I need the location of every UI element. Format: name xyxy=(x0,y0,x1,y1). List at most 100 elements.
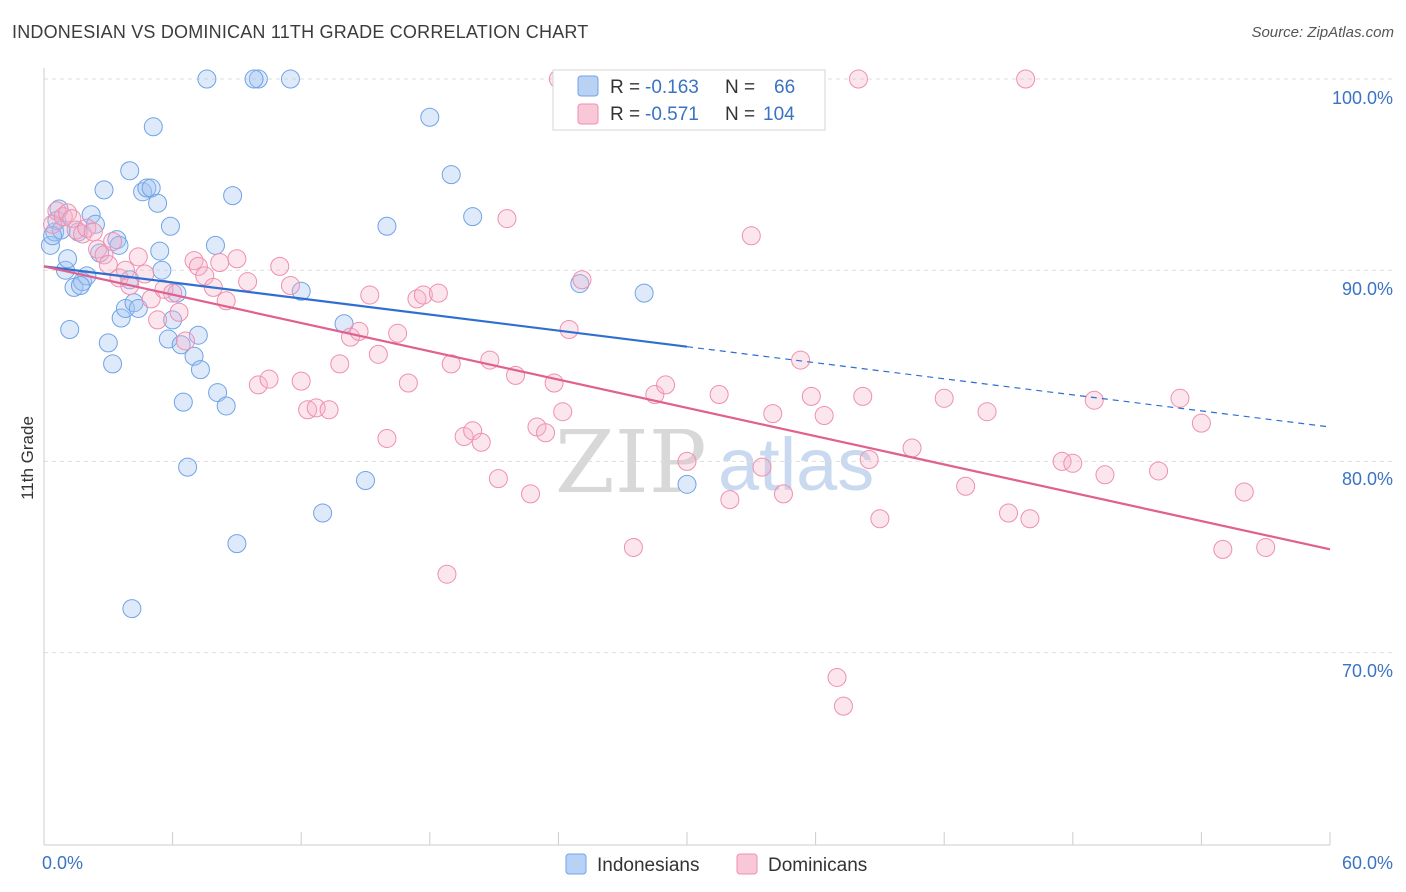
y-tick-label-80: 80.0% xyxy=(1342,469,1393,489)
indonesian-point-35 xyxy=(163,310,183,330)
dominican-point-34 xyxy=(270,256,290,276)
trend-line-indonesians xyxy=(43,265,688,348)
dominican-point-77 xyxy=(773,484,793,504)
dominican-point-50 xyxy=(428,283,448,303)
dominican-point-30 xyxy=(227,249,247,269)
indonesian-point-49 xyxy=(248,69,268,89)
dominican-point-86 xyxy=(902,438,922,458)
dominican-point-40 xyxy=(330,354,350,374)
indonesian-point-58 xyxy=(463,207,483,227)
dominican-point-97 xyxy=(1170,388,1190,408)
dominican-point-105 xyxy=(1016,69,1036,89)
watermark-zip: ZIP xyxy=(555,413,707,513)
indonesian-point-34 xyxy=(160,216,180,236)
y-tick-label-100: 100.0% xyxy=(1332,88,1393,108)
dominican-point-76 xyxy=(763,404,783,424)
trend-lines xyxy=(43,265,1331,551)
indonesian-point-56 xyxy=(420,107,440,127)
indonesian-point-64 xyxy=(70,275,90,295)
dominican-point-82 xyxy=(833,696,853,716)
bottom-legend-label-indonesians: Indonesians xyxy=(597,855,699,876)
indonesian-point-16 xyxy=(98,333,118,353)
dominican-point-89 xyxy=(977,402,997,422)
dominican-point-25 xyxy=(188,256,208,276)
dominican-point-46 xyxy=(388,323,408,343)
dominican-point-36 xyxy=(291,371,311,391)
indonesian-point-48 xyxy=(227,534,247,554)
dominican-point-55 xyxy=(471,432,491,452)
legend-r-value-2: -0.571 xyxy=(645,104,699,125)
dominican-point-64 xyxy=(553,402,573,422)
indonesian-point-44 xyxy=(205,235,225,255)
dominican-point-90 xyxy=(999,503,1018,523)
dominican-point-35 xyxy=(280,275,300,295)
dominican-point-71 xyxy=(677,451,697,471)
indonesian-point-62 xyxy=(122,599,142,619)
dominican-point-99 xyxy=(1213,539,1233,559)
indonesian-point-15 xyxy=(94,180,114,200)
series-indonesians xyxy=(40,69,697,619)
indonesian-point-45 xyxy=(208,383,228,403)
legend-r-label-2: R = xyxy=(610,104,640,125)
indonesian-point-42 xyxy=(190,360,210,380)
dominican-point-58 xyxy=(497,209,517,229)
indonesian-point-20 xyxy=(111,308,131,328)
legend-n-label-2: N = xyxy=(725,104,755,125)
dominican-point-31 xyxy=(238,272,258,292)
indonesian-point-30 xyxy=(148,193,168,213)
indonesian-point-55 xyxy=(377,216,397,236)
legend-n-label-1: N = xyxy=(725,77,755,98)
dominican-point-8 xyxy=(83,222,103,242)
dominican-point-60 xyxy=(521,484,541,504)
series-dominicans xyxy=(43,69,1276,716)
indonesian-point-60 xyxy=(634,283,654,303)
indonesian-point-63 xyxy=(43,226,63,246)
indonesian-point-7 xyxy=(60,319,80,339)
dominican-point-32 xyxy=(248,375,268,395)
indonesian-point-52 xyxy=(313,503,333,523)
dominican-point-51 xyxy=(437,564,457,584)
indonesian-point-46 xyxy=(216,396,236,416)
legend-r-value-1: -0.163 xyxy=(645,77,699,98)
dominican-point-85 xyxy=(870,509,890,529)
dominican-point-57 xyxy=(488,469,508,489)
indonesian-point-23 xyxy=(120,161,140,181)
legend-r-label-1: R = xyxy=(610,77,640,98)
series-legend: Indonesians Dominicans xyxy=(565,853,867,876)
trend-line-indonesians-extension xyxy=(686,346,1331,428)
bottom-legend-swatch-indonesians xyxy=(565,853,587,875)
indonesian-point-51 xyxy=(291,281,311,301)
watermark-atlas: atlas xyxy=(718,423,874,506)
indonesian-point-57 xyxy=(441,165,461,185)
dominican-point-12 xyxy=(103,232,123,252)
dominican-point-96 xyxy=(1149,461,1169,481)
legend-n-value-1: 66 xyxy=(774,77,795,98)
dominican-point-16 xyxy=(128,247,148,267)
dominican-point-81 xyxy=(827,667,847,687)
chart-title: INDONESIAN VS DOMINICAN 11TH GRADE CORRE… xyxy=(12,22,589,42)
dominican-point-4 xyxy=(62,209,82,229)
indonesian-point-31 xyxy=(150,241,170,261)
dominican-point-39 xyxy=(319,400,339,420)
dominican-point-65 xyxy=(559,319,579,339)
dominican-point-72 xyxy=(709,384,729,404)
indonesian-point-17 xyxy=(103,354,123,374)
dominican-point-22 xyxy=(169,302,189,322)
dominican-point-33 xyxy=(259,369,279,389)
dominican-point-91 xyxy=(1020,509,1040,529)
x-tick-label-right: 60.0% xyxy=(1342,853,1393,873)
trend-line-dominicans xyxy=(43,265,1331,551)
dominican-point-94 xyxy=(1084,390,1104,410)
dominican-point-47 xyxy=(398,373,418,393)
dominican-point-43 xyxy=(360,285,380,305)
indonesian-point-41 xyxy=(188,325,208,345)
indonesian-point-33 xyxy=(158,329,178,349)
dominican-point-45 xyxy=(377,428,397,448)
dominican-point-95 xyxy=(1095,465,1115,485)
dominican-point-10 xyxy=(94,245,114,265)
x-axis-ticks xyxy=(43,832,1331,845)
stats-legend: R = -0.163 N = 66 R = -0.571 N = 104 xyxy=(552,69,826,131)
dominican-point-23 xyxy=(175,331,195,351)
indonesian-point-47 xyxy=(223,186,243,206)
indonesian-point-6 xyxy=(58,249,78,269)
